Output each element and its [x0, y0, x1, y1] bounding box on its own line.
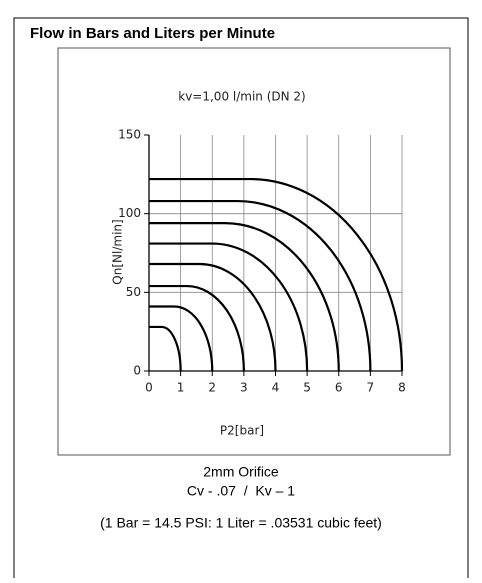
x-axis-label: P2[bar]: [220, 424, 264, 438]
x-tick-label: 3: [240, 381, 248, 395]
flow-curve: [149, 284, 245, 372]
chart-box: [57, 47, 451, 456]
y-axis-label: Qn[Nl/min]: [111, 219, 125, 284]
flow-curve: [149, 242, 309, 372]
flow-curve: [149, 262, 277, 372]
x-tick-label: 6: [335, 381, 343, 395]
flow-curve: [149, 325, 182, 372]
x-tick-label: 2: [208, 381, 216, 395]
note: 2mm Orifice: [203, 464, 279, 480]
flow-curve: [149, 222, 340, 372]
flow-curve: [149, 305, 214, 372]
flow-curve: [149, 177, 404, 372]
chart-subtitle: kv=1,00 l/min (DN 2): [178, 90, 306, 104]
y-tick-label: 150: [118, 128, 141, 142]
note: Cv - .07 / Kv – 1: [187, 483, 295, 499]
x-tick-label: 5: [303, 381, 311, 395]
y-tick-label: 50: [126, 285, 141, 299]
x-tick-label: 1: [177, 381, 185, 395]
x-tick-label: 7: [367, 381, 375, 395]
y-tick-label: 100: [118, 206, 141, 220]
x-tick-label: 8: [398, 381, 406, 395]
x-tick-label: 4: [272, 381, 280, 395]
x-tick-label: 0: [145, 381, 153, 395]
y-tick-label: 0: [133, 364, 141, 378]
flow-curve: [149, 199, 372, 372]
note: (1 Bar = 14.5 PSI: 1 Liter = .03531 cubi…: [100, 515, 382, 531]
title: Flow in Bars and Liters per Minute: [30, 25, 275, 42]
frame: [13, 17, 469, 578]
